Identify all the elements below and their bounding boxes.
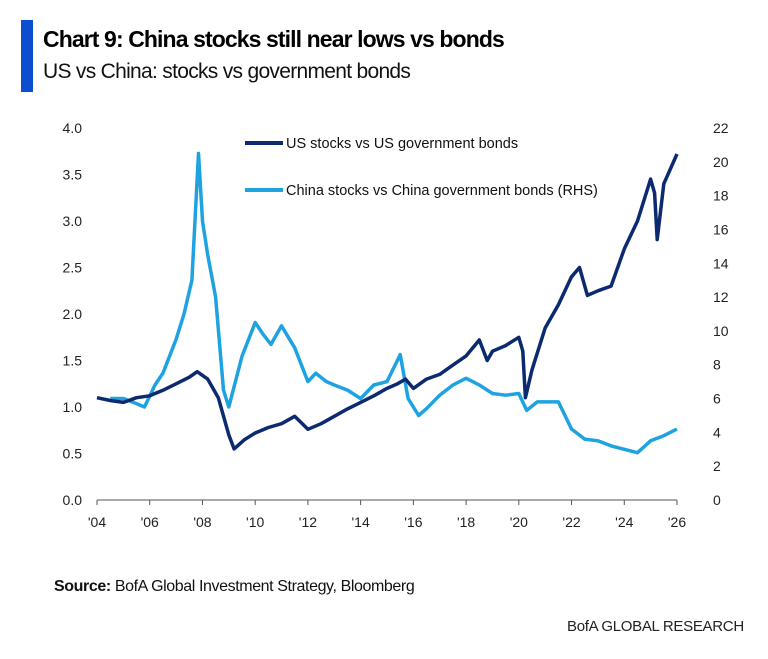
source-note: Source: BofA Global Investment Strategy,… xyxy=(54,578,415,596)
x-tick-label: '04 xyxy=(88,514,106,530)
x-tick-label: '08 xyxy=(193,514,211,530)
title-accent-bar xyxy=(21,20,33,92)
x-tick-label: '16 xyxy=(404,514,422,530)
y-tick-label: 0.0 xyxy=(63,492,83,508)
y-tick-label: 1.0 xyxy=(63,399,83,415)
y-tick-label: 0.5 xyxy=(63,446,83,462)
x-tick-label: '26 xyxy=(668,514,686,530)
y2-tick-label: 10 xyxy=(713,323,729,339)
legend-label-china: China stocks vs China government bonds (… xyxy=(286,183,598,199)
y2-tick-label: 16 xyxy=(713,221,729,237)
x-tick-label: '18 xyxy=(457,514,475,530)
y-tick-label: 2.5 xyxy=(63,260,83,276)
y-tick-label: 3.5 xyxy=(63,167,83,183)
x-tick-label: '20 xyxy=(510,514,528,530)
source-text: BofA Global Investment Strategy, Bloombe… xyxy=(110,578,415,595)
legend: US stocks vs US government bonds China s… xyxy=(245,136,598,199)
y-tick-label: 1.5 xyxy=(63,353,83,369)
x-tick-label: '22 xyxy=(562,514,580,530)
y2-tick-label: 6 xyxy=(713,391,721,407)
y-tick-label: 2.0 xyxy=(63,306,83,322)
y-tick-label: 3.0 xyxy=(63,213,83,229)
y2-tick-label: 18 xyxy=(713,188,729,204)
y-tick-label: 4.0 xyxy=(63,120,83,136)
y2-tick-label: 8 xyxy=(713,357,721,373)
x-tick-label: '10 xyxy=(246,514,264,530)
chart-subtitle: US vs China: stocks vs government bonds xyxy=(43,60,411,83)
x-tick-label: '12 xyxy=(299,514,317,530)
y2-tick-label: 22 xyxy=(713,120,729,136)
y2-tick-label: 14 xyxy=(713,255,729,271)
x-tick-label: '14 xyxy=(352,514,370,530)
x-tick-label: '06 xyxy=(141,514,159,530)
source-label: Source: xyxy=(54,578,111,595)
y2-tick-label: 2 xyxy=(713,458,721,474)
y2-tick-label: 12 xyxy=(713,289,729,305)
series-line-us xyxy=(96,153,679,451)
chart-title: Chart 9: China stocks still near lows vs… xyxy=(43,26,505,52)
legend-label-us: US stocks vs US government bonds xyxy=(286,136,518,152)
y2-tick-label: 4 xyxy=(713,424,721,440)
y2-tick-label: 0 xyxy=(713,492,721,508)
series-line-china xyxy=(110,151,678,455)
y2-tick-label: 20 xyxy=(713,154,729,170)
x-tick-label: '24 xyxy=(615,514,633,530)
brand-label: BofA GLOBAL RESEARCH xyxy=(567,618,744,635)
